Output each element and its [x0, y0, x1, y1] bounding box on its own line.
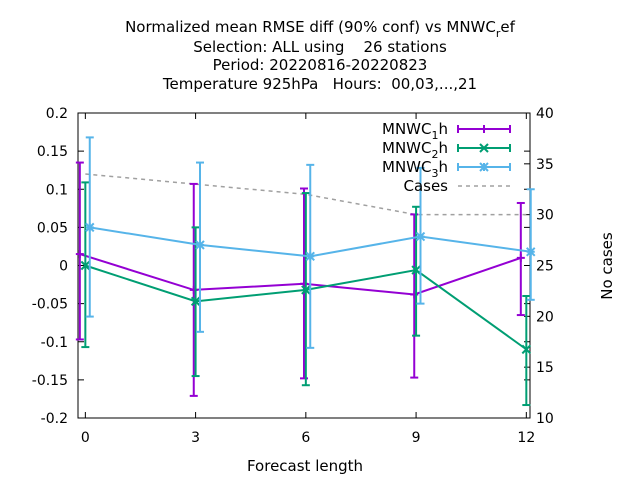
title-line-1: Normalized mean RMSE diff (90% conf) vs …: [125, 18, 516, 40]
y-tick-label: 0.1: [46, 182, 68, 198]
data-point: [301, 285, 311, 295]
legend-label-cases: Cases: [403, 177, 448, 195]
data-point: [479, 143, 489, 153]
data-point: [479, 162, 489, 172]
data-point: [195, 240, 205, 250]
y-tick-label: 0.15: [37, 144, 68, 160]
data-point: [85, 222, 95, 233]
data-series: [75, 136, 536, 407]
legend-label: MNWC3h: [382, 158, 448, 180]
axis-ticks: 0.20.150.10.050-0.05-0.1-0.15-0.24035302…: [32, 106, 554, 446]
data-point: [526, 247, 536, 257]
x-axis-label: Forecast length: [247, 457, 363, 475]
y-tick-label: -0.15: [32, 373, 68, 389]
data-point: [305, 251, 315, 262]
x-tick-label: 3: [191, 430, 200, 446]
title-line-3: Period: 20220816-20220823: [213, 56, 428, 74]
title-line-4: Temperature 925hPa Hours: 00,03,...,21: [162, 75, 477, 93]
title-line-2: Selection: ALL using 26 stations: [193, 38, 447, 56]
y-tick-label: -0.2: [41, 411, 68, 427]
y2-tick-label: 25: [536, 259, 554, 275]
legend-label: MNWC2h: [382, 139, 448, 161]
series-MNWC_2h: [80, 181, 532, 407]
data-point: [516, 253, 525, 262]
series-line: [79, 253, 522, 296]
cases-series: [85, 173, 527, 216]
data-point: [411, 265, 421, 275]
data-point: [415, 231, 426, 242]
y-tick-label: 0.2: [46, 106, 68, 122]
y2-tick-label: 35: [536, 157, 554, 173]
data-point: [75, 250, 84, 259]
y-tick-label: 0: [59, 259, 68, 275]
y2-tick-label: 30: [536, 208, 554, 224]
y-tick-label: -0.1: [41, 335, 68, 351]
x-tick-label: 0: [81, 430, 90, 446]
data-point: [521, 344, 532, 355]
y2-tick-label: 10: [536, 411, 554, 427]
y2-axis-label: No cases: [598, 232, 616, 300]
y-tick-label: -0.05: [32, 297, 68, 313]
y2-tick-label: 40: [536, 106, 554, 122]
y-tick-label: 0.05: [37, 220, 68, 236]
series-MNWC_1h: [75, 161, 525, 397]
x-tick-label: 6: [301, 430, 310, 446]
data-point: [190, 296, 201, 307]
y2-tick-label: 20: [536, 309, 554, 325]
chart-title: Normalized mean RMSE diff (90% conf) vs …: [125, 18, 516, 93]
series-MNWC_3h: [85, 136, 536, 349]
x-tick-label: 12: [517, 430, 535, 446]
legend-label: MNWC1h: [382, 120, 448, 142]
cases-line: [85, 173, 527, 216]
data-point: [80, 260, 91, 271]
y2-tick-label: 15: [536, 360, 554, 376]
data-point: [480, 125, 488, 133]
x-tick-label: 9: [412, 430, 421, 446]
